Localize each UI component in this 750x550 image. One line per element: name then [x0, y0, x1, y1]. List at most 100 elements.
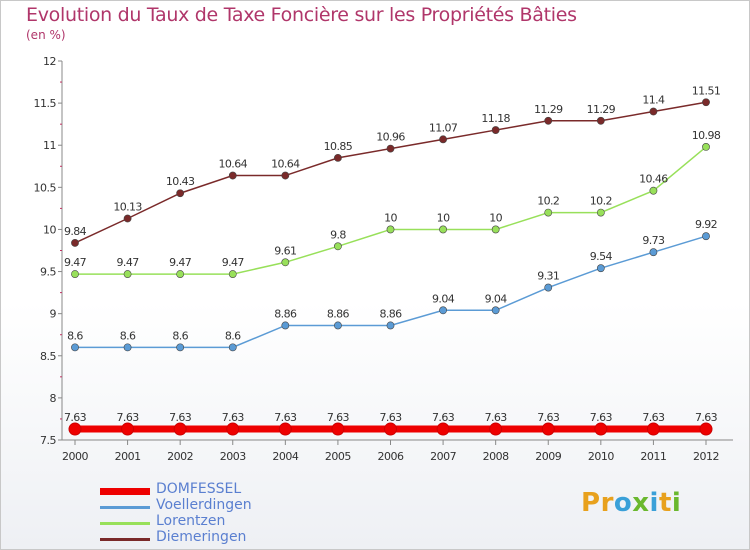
data-label: 9.61 [274, 244, 296, 257]
data-point [491, 306, 500, 315]
logo-letter: o [613, 488, 633, 518]
data-point [176, 189, 185, 198]
data-point [386, 225, 395, 234]
legend-swatch [100, 506, 150, 509]
data-point [436, 422, 450, 436]
data-label: 8.86 [274, 307, 297, 320]
data-label: 10 [437, 211, 450, 224]
data-point [649, 107, 658, 116]
data-point [439, 306, 447, 315]
x-tick-label: 2000 [62, 450, 88, 463]
y-tick-label: 8.5 [40, 350, 56, 363]
data-label: 7.63 [222, 411, 245, 424]
data-label: 9.47 [169, 256, 192, 269]
data-label: 7.63 [642, 411, 665, 424]
data-point [281, 258, 290, 267]
data-point [331, 422, 345, 436]
y-tick-label: 11 [43, 139, 56, 152]
data-point [439, 225, 447, 234]
data-point [226, 422, 240, 436]
logo-letter: x [632, 488, 650, 518]
data-label: 7.63 [274, 411, 297, 424]
data-label: 10.2 [537, 195, 559, 208]
legend-item-domfessel: DOMFESSEL [100, 481, 360, 500]
data-label: 9.47 [64, 256, 87, 269]
chart-title: Evolution du Taux de Taxe Foncière sur l… [26, 4, 577, 26]
logo-letter: t [658, 488, 672, 518]
data-point [702, 232, 710, 241]
logo-letter: i [649, 488, 659, 518]
data-label: 7.63 [590, 411, 613, 424]
data-label: 8.6 [67, 329, 83, 342]
data-point [544, 116, 553, 125]
data-label: 9.54 [590, 250, 613, 263]
x-tick-label: 2009 [535, 450, 561, 463]
data-label: 9.47 [222, 256, 245, 269]
x-tick-label: 2011 [640, 450, 666, 463]
data-point [594, 422, 608, 436]
data-point [646, 422, 660, 436]
data-point [491, 225, 500, 234]
x-tick-label: 2007 [430, 450, 456, 463]
data-point [281, 321, 290, 330]
data-point [334, 242, 342, 251]
data-point [544, 208, 553, 217]
data-label: 9.04 [432, 292, 455, 305]
data-label: 9.84 [64, 225, 87, 238]
legend-swatch [100, 488, 150, 495]
data-label: 10.96 [376, 131, 405, 144]
data-point [71, 343, 79, 352]
legend-label: Diemeringen [156, 529, 247, 545]
data-point [176, 270, 185, 278]
legend-swatch [100, 538, 150, 541]
data-point [596, 264, 605, 273]
data-label: 7.63 [117, 411, 140, 424]
x-tick-label: 2002 [167, 450, 193, 463]
data-label: 9.73 [642, 234, 665, 247]
data-point [541, 422, 555, 436]
y-tick-label: 9.5 [40, 266, 56, 279]
data-label: 10 [384, 211, 397, 224]
data-label: 8.6 [172, 329, 188, 342]
data-label: 11.51 [692, 84, 721, 97]
data-point [173, 422, 187, 436]
data-label: 10 [489, 211, 502, 224]
data-label: 8.86 [379, 307, 402, 320]
y-tick-label: 7.5 [40, 434, 56, 447]
data-point [123, 270, 132, 278]
y-tick-label: 8 [50, 392, 57, 405]
data-point [491, 126, 500, 134]
legend-label: Voellerdingen [156, 497, 252, 513]
data-point [68, 422, 82, 436]
data-label: 9.04 [485, 292, 508, 305]
data-label: 7.63 [379, 411, 402, 424]
y-tick-label: 10 [43, 223, 56, 236]
data-point [439, 135, 447, 144]
data-label: 8.86 [327, 307, 350, 320]
data-point [544, 283, 553, 292]
x-tick-label: 2008 [483, 450, 509, 463]
x-tick-label: 2005 [325, 450, 351, 463]
y-tick-label: 9 [50, 308, 57, 321]
data-label: 11.18 [481, 112, 510, 125]
data-label: 9.31 [537, 270, 559, 283]
data-point [489, 422, 503, 436]
y-tick-label: 12 [43, 55, 56, 68]
data-point [123, 214, 132, 223]
data-point [121, 422, 135, 436]
data-label: 7.63 [537, 411, 560, 424]
data-label: 7.63 [64, 411, 87, 424]
legend-item-lorentzen: Lorentzen [100, 513, 360, 532]
data-point [702, 143, 710, 151]
legend: DOMFESSEL Voellerdingen Lorentzen Diemering… [100, 481, 360, 548]
data-point [649, 248, 658, 257]
data-label: 9.92 [695, 218, 717, 231]
data-label: 9.47 [117, 256, 140, 269]
data-label: 10.85 [324, 140, 353, 153]
y-tick-label: 11.5 [34, 97, 57, 110]
data-label: 10.2 [590, 195, 612, 208]
proxiti-logo: Proxiti [581, 488, 681, 518]
data-point [71, 270, 79, 278]
x-tick-label: 2001 [115, 450, 141, 463]
logo-letter: i [671, 488, 682, 518]
